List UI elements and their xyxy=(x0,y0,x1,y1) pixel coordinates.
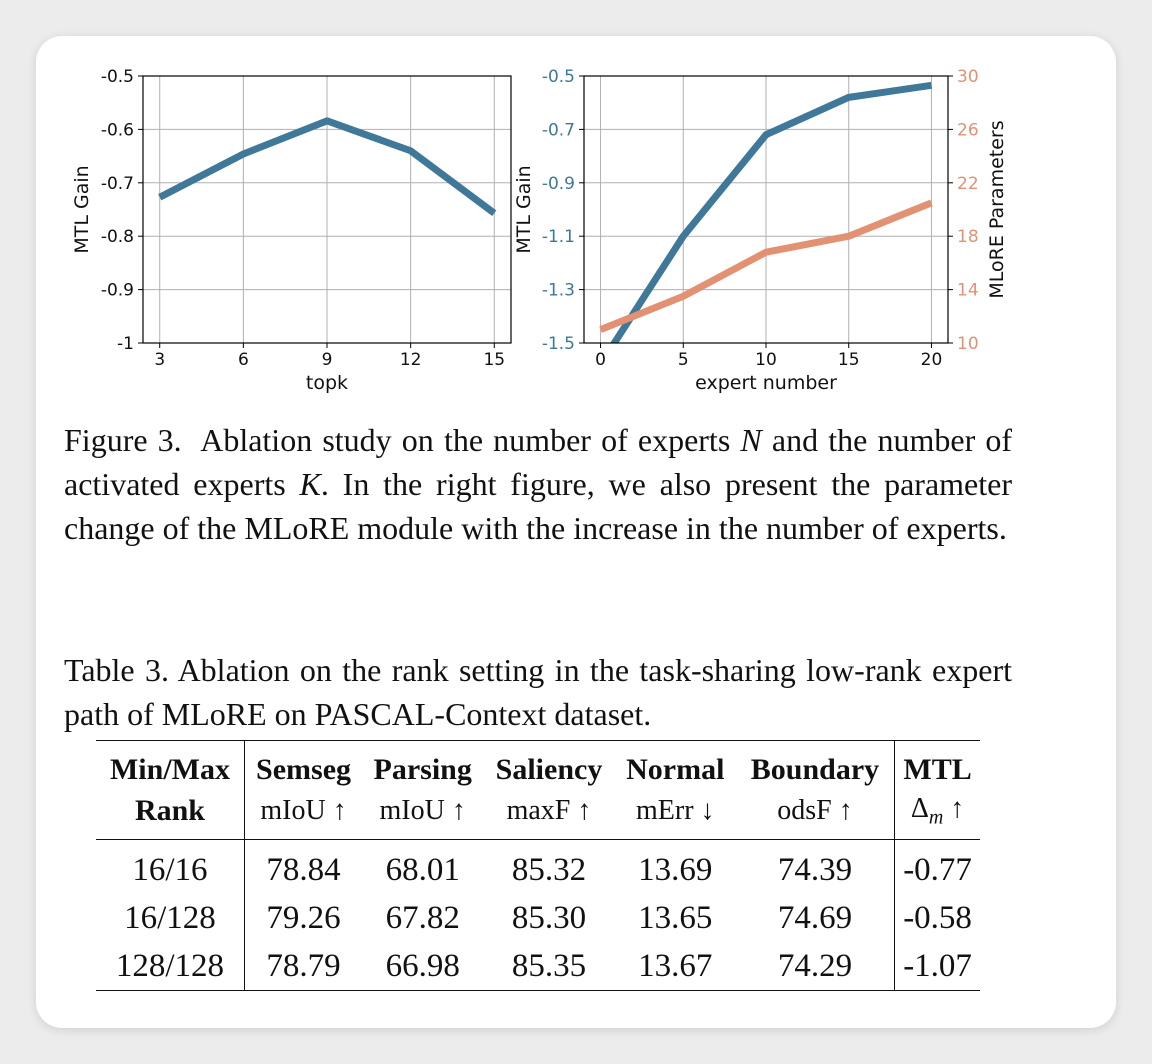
chart-topk: 3 6 9 12 15 -0.5 -0.6 -0.7 -0.8 -0.9 -1 topk MTL Gai… xyxy=(71,67,512,394)
y-tick-label: -0.8 xyxy=(101,227,134,247)
y-tick-label: -0.7 xyxy=(542,120,575,140)
cell-mtl: -0.77 xyxy=(894,839,980,894)
figure-caption: Figure 3. Ablation study on the number o… xyxy=(64,418,1012,550)
cell-normal: 13.69 xyxy=(638,851,713,888)
x-tick-label: 10 xyxy=(755,350,777,370)
y-tick-label: -1.5 xyxy=(542,334,575,354)
cell-parsing: 67.82 xyxy=(385,899,460,936)
cell-rank: 16/128 xyxy=(96,894,245,942)
delta-symbol: Δ xyxy=(910,792,929,824)
x-tick-label: 5 xyxy=(678,350,689,370)
y-tick-label: -0.6 xyxy=(101,120,134,140)
cell-rank: 128/128 xyxy=(96,942,245,991)
table-row: 16/16 78.84 68.01 85.32 13.69 74.39 -0.7… xyxy=(96,839,980,894)
header-normal: Normal xyxy=(626,753,725,786)
variable-n: N xyxy=(740,422,762,458)
chart-expert-number: 0 5 10 15 20 -0.5 -0.7 -0.9 -1.1 -1.3 -1.5 30 26 22 18… xyxy=(513,67,1008,394)
cell-normal: 13.67 xyxy=(638,947,713,984)
variable-k: K xyxy=(299,466,321,502)
results-table-wrap: Min/Max Semseg Parsing Saliency Normal B… xyxy=(96,740,980,991)
cell-normal: 13.65 xyxy=(638,899,713,936)
metric-parsing: mIoU ↑ xyxy=(379,795,466,826)
x-tick-label: 3 xyxy=(154,350,165,370)
y-tick-label: -0.7 xyxy=(101,174,134,194)
y2-axis-label: MLoRE Parameters xyxy=(986,120,1008,298)
figure-caption-text-1: Ablation study on the number of experts xyxy=(200,422,731,458)
cell-semseg: 79.26 xyxy=(266,899,341,936)
y2-tick-label: 26 xyxy=(957,120,979,140)
header-min-max: Min/Max xyxy=(96,740,245,789)
y2-tick-label: 18 xyxy=(957,227,979,247)
x-axis-label: topk xyxy=(306,372,348,394)
metric-saliency: maxF ↑ xyxy=(506,795,592,826)
cell-saliency: 85.32 xyxy=(511,851,587,888)
delta-subscript: m xyxy=(928,806,944,829)
series-line-parameters xyxy=(599,199,933,333)
x-tick-label: 15 xyxy=(483,350,505,370)
cell-mtl: -1.07 xyxy=(894,942,980,991)
x-tick-label: 6 xyxy=(238,350,249,370)
y2-tick-label: 10 xyxy=(957,334,979,354)
x-tick-label: 0 xyxy=(595,350,606,370)
header-rank: Rank xyxy=(96,789,245,840)
table-row: 16/128 79.26 67.82 85.30 13.65 74.69 -0.… xyxy=(96,894,980,942)
y-tick-label: -0.5 xyxy=(101,67,134,87)
metric-boundary: odsF ↑ xyxy=(777,795,853,826)
cell-rank: 16/16 xyxy=(96,839,245,894)
figure-label: Figure 3. xyxy=(64,422,182,458)
metric-mtl: Δm ↑ xyxy=(894,789,980,840)
y2-tick-label: 22 xyxy=(957,174,979,194)
y-tick-label: -1.3 xyxy=(542,281,575,301)
cell-boundary: 74.39 xyxy=(777,851,853,888)
x-tick-label: 12 xyxy=(400,350,422,370)
x-tick-label: 15 xyxy=(838,350,860,370)
y-tick-label: -1 xyxy=(117,334,134,354)
x-axis-label: expert number xyxy=(695,372,837,394)
y2-tick-label: 30 xyxy=(957,67,979,87)
series-line-mtl-gain xyxy=(158,117,497,217)
cell-boundary: 74.29 xyxy=(777,947,853,984)
y-tick-label: -0.5 xyxy=(542,67,575,87)
header-saliency: Saliency xyxy=(495,753,603,786)
figure-caption-text-3: . In the right figure, we also present t… xyxy=(64,466,1013,546)
metric-normal: mErr ↓ xyxy=(636,795,715,826)
cell-boundary: 74.69 xyxy=(777,899,853,936)
y2-tick-label: 14 xyxy=(957,281,979,301)
cell-parsing: 66.98 xyxy=(385,947,460,984)
y-tick-label: -1.1 xyxy=(542,227,575,247)
x-tick-label: 20 xyxy=(921,350,943,370)
metric-arrow: ↑ xyxy=(950,792,965,824)
table-row: 128/128 78.79 66.98 85.35 13.67 74.29 -1… xyxy=(96,942,980,991)
series-line-mtl-gain xyxy=(610,81,932,343)
cell-parsing: 68.01 xyxy=(385,851,460,888)
figure-charts: 3 6 9 12 15 -0.5 -0.6 -0.7 -0.8 -0.9 -1 topk MTL Gai… xyxy=(71,67,1008,394)
x-tick-label: 9 xyxy=(322,350,333,370)
header-semseg: Semseg xyxy=(256,753,352,786)
y-axis-label: MTL Gain xyxy=(513,165,535,253)
header-boundary: Boundary xyxy=(750,753,880,786)
cell-saliency: 85.35 xyxy=(511,947,587,984)
cell-saliency: 85.30 xyxy=(511,899,587,936)
cell-semseg: 78.84 xyxy=(266,851,341,888)
y-tick-label: -0.9 xyxy=(542,174,575,194)
cell-mtl: -0.58 xyxy=(894,894,980,942)
results-table: Min/Max Semseg Parsing Saliency Normal B… xyxy=(96,740,980,991)
cell-semseg: 78.79 xyxy=(266,947,341,984)
header-mtl: MTL xyxy=(894,740,980,789)
figure-caption-text-2: and the number of activated experts xyxy=(64,422,1013,502)
y-tick-label: -0.9 xyxy=(101,281,134,301)
metric-semseg: mIoU ↑ xyxy=(260,795,347,826)
header-parsing: Parsing xyxy=(373,753,472,786)
y-axis-label: MTL Gain xyxy=(71,165,93,253)
table-caption: Table 3. Ablation on the rank setting in… xyxy=(64,652,1012,732)
